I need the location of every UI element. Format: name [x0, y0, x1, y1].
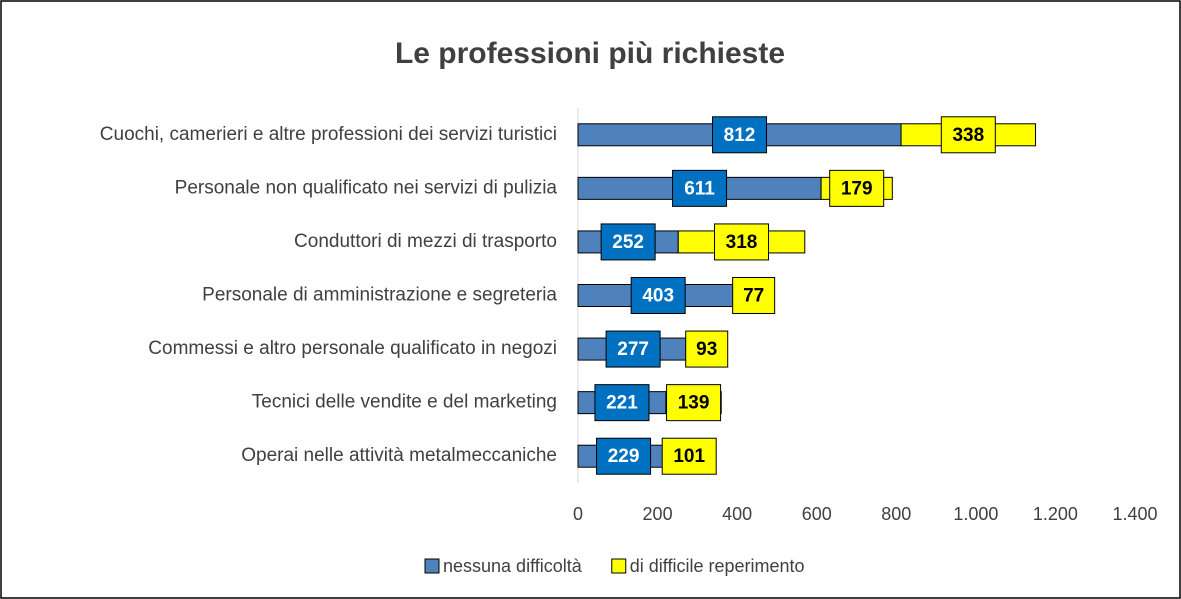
- x-tick-label: 0: [573, 504, 583, 524]
- data-label-box: [596, 437, 652, 475]
- legend-label: di difficile reperimento: [630, 556, 805, 576]
- y-tick-label: Tecnici delle vendite e del marketing: [252, 392, 557, 413]
- data-label-box: [666, 384, 722, 422]
- data-label: 93: [696, 339, 717, 360]
- y-tick-label: Conduttori di mezzi di trasporto: [294, 231, 557, 252]
- data-label: 179: [841, 178, 873, 199]
- data-label-box: [605, 330, 661, 368]
- legend-swatch: [611, 558, 627, 574]
- data-label: 812: [724, 125, 756, 146]
- data-label-box: [712, 116, 768, 154]
- y-tick-label: Personale di amministrazione e segreteri…: [202, 285, 557, 306]
- data-label: 101: [673, 446, 705, 467]
- data-label-box: [940, 116, 996, 154]
- data-label-box: [714, 223, 770, 261]
- data-label-box: [685, 330, 729, 368]
- data-label: 139: [678, 393, 710, 414]
- legend-label: nessuna difficoltà: [443, 556, 583, 576]
- x-tick-label: 600: [802, 504, 832, 524]
- x-tick-label: 800: [881, 504, 911, 524]
- data-label: 229: [608, 446, 640, 467]
- y-tick-label: Cuochi, camerieri e altre professioni de…: [100, 124, 557, 145]
- data-label: 252: [612, 232, 644, 253]
- data-label-box: [630, 277, 686, 314]
- data-label: 277: [617, 339, 649, 360]
- data-label-box: [594, 384, 650, 422]
- data-label: 221: [606, 393, 638, 414]
- data-label: 77: [743, 286, 764, 307]
- data-label-box: [829, 169, 885, 207]
- data-label-box: [661, 437, 717, 475]
- y-tick-label: Commessi e altro personale qualificato i…: [148, 338, 557, 359]
- chart-title: Le professioni più richieste: [395, 37, 785, 70]
- legend-swatch: [424, 558, 440, 574]
- data-label-box: [672, 169, 728, 207]
- x-tick-label: 1.000: [953, 504, 998, 524]
- data-label-box: [732, 277, 776, 314]
- x-tick-label: 1.400: [1112, 504, 1157, 524]
- x-tick-label: 400: [722, 504, 752, 524]
- data-label: 611: [684, 178, 715, 199]
- data-label: 318: [726, 232, 758, 253]
- x-tick-label: 200: [643, 504, 673, 524]
- y-tick-label: Operai nelle attività metalmeccaniche: [241, 445, 557, 466]
- data-label: 338: [952, 125, 984, 146]
- data-label: 403: [642, 286, 674, 307]
- data-label-box: [600, 223, 656, 261]
- x-tick-label: 1.200: [1033, 504, 1078, 524]
- y-tick-label: Personale non qualificato nei servizi di…: [175, 177, 558, 198]
